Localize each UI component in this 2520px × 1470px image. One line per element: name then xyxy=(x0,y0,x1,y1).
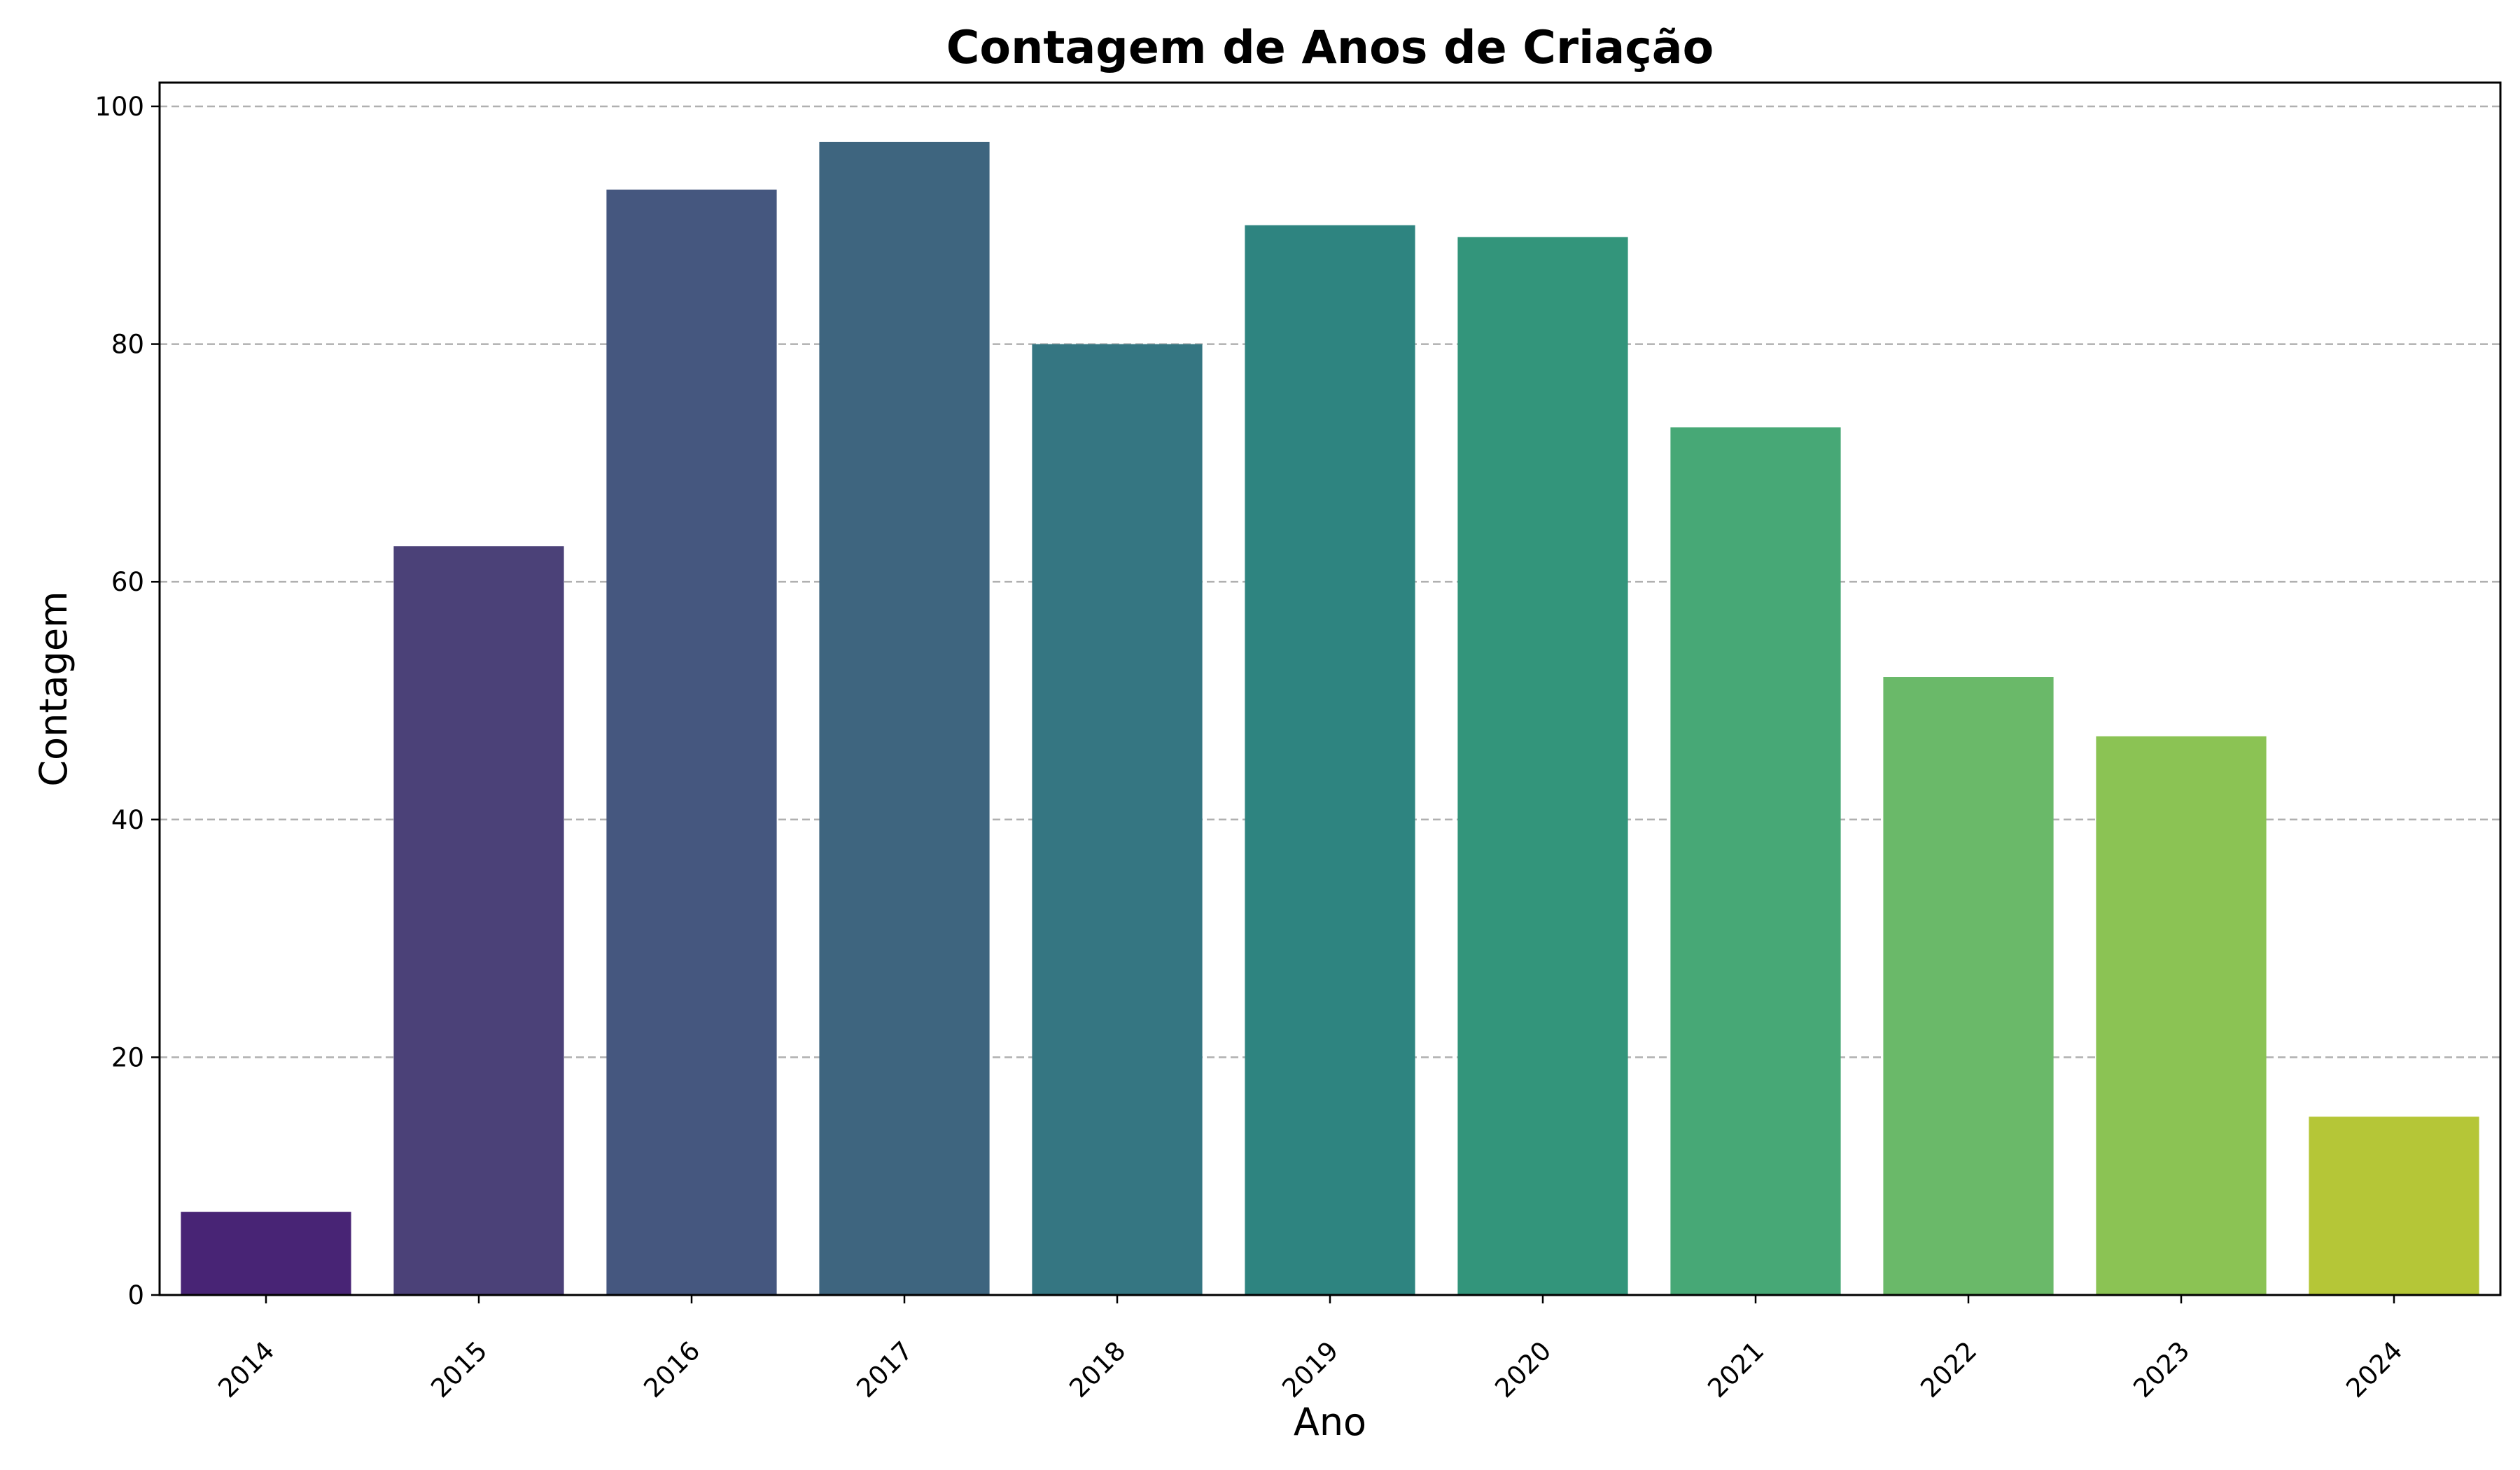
bar-2020 xyxy=(1457,237,1628,1295)
y-axis-ticks: 0 20 40 60 80 100 xyxy=(94,92,160,1310)
y-tick-label: 40 xyxy=(111,805,144,835)
bar-2019 xyxy=(1245,225,1415,1296)
bar-2024 xyxy=(2309,1116,2479,1295)
bar-2015 xyxy=(393,546,564,1295)
y-tick-label: 80 xyxy=(111,330,144,360)
y-tick-label: 0 xyxy=(127,1280,144,1310)
bars xyxy=(181,141,2479,1296)
bar-2023 xyxy=(2096,736,2267,1295)
bar-2022 xyxy=(1883,677,2054,1295)
x-axis-label: Ano xyxy=(1294,1400,1366,1444)
bar-2017 xyxy=(819,141,990,1295)
bar-2021 xyxy=(1670,427,1841,1295)
y-axis-label: Contagem xyxy=(31,591,76,786)
y-tick-label: 20 xyxy=(111,1042,144,1072)
y-tick-label: 100 xyxy=(94,92,144,122)
bar-2014 xyxy=(181,1212,351,1295)
bar-2016 xyxy=(606,189,777,1296)
y-tick-label: 60 xyxy=(111,567,144,597)
bar-2018 xyxy=(1032,344,1203,1296)
chart-title: Contagem de Anos de Criação xyxy=(946,22,1714,74)
